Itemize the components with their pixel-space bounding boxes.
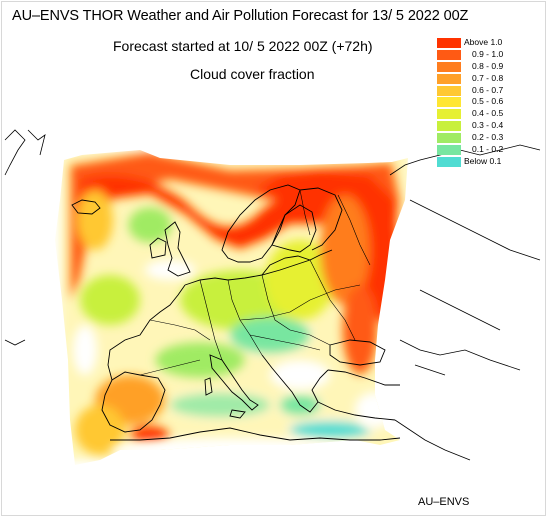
legend-label: 0.3 - 0.4 <box>472 120 504 131</box>
page-title: AU–ENVS THOR Weather and Air Pollution F… <box>12 8 469 24</box>
legend-label: 0.4 - 0.5 <box>472 108 504 119</box>
legend-item: Above 1.0 <box>437 37 545 49</box>
legend-label: Above 1.0 <box>464 37 503 47</box>
legend-swatch <box>437 133 461 144</box>
legend-item: 0.4 - 0.5 <box>437 108 545 120</box>
legend-swatch <box>437 145 461 156</box>
country-borders <box>139 189 371 376</box>
legend-label: Below 0.1 <box>464 155 502 166</box>
legend-item: 0.6 - 0.7 <box>437 85 545 97</box>
legend-label: 0.1 - 0.2 <box>472 144 504 155</box>
legend-item: 0.1 - 0.2 <box>437 144 545 156</box>
legend-swatch <box>437 49 461 60</box>
legend-swatch <box>437 38 461 48</box>
coastlines <box>71 184 401 441</box>
legend-item: 0.5 - 0.6 <box>437 96 545 108</box>
legend: Above 1.0 0.9 - 1.0 0.8 - 0.9 0.7 - 0.8 … <box>437 37 545 168</box>
legend-item: 0.3 - 0.4 <box>437 120 545 132</box>
legend-swatch <box>437 121 461 132</box>
legend-swatch <box>437 156 461 167</box>
legend-swatch <box>437 109 461 120</box>
legend-item: 0.2 - 0.3 <box>437 132 545 144</box>
legend-label: 0.8 - 0.9 <box>472 60 504 71</box>
legend-label: 0.2 - 0.3 <box>472 132 504 143</box>
legend-label: 0.6 - 0.7 <box>472 84 504 95</box>
legend-label: 0.7 - 0.8 <box>472 72 504 83</box>
legend-item: 0.7 - 0.8 <box>437 73 545 85</box>
legend-swatch <box>437 85 461 96</box>
legend-item: Below 0.1 <box>437 156 545 168</box>
legend-swatch <box>437 97 461 108</box>
legend-item: 0.8 - 0.9 <box>437 61 545 73</box>
field-name-label: Cloud cover fraction <box>190 66 315 82</box>
legend-swatch <box>437 73 461 84</box>
forecast-start-label: Forecast started at 10/ 5 2022 00Z (+72h… <box>113 38 373 54</box>
legend-item: 0.9 - 1.0 <box>437 49 545 61</box>
legend-label: 0.9 - 1.0 <box>472 48 504 59</box>
credit-label: AU–ENVS <box>418 496 470 508</box>
legend-swatch <box>437 61 461 72</box>
legend-label: 0.5 - 0.6 <box>472 96 504 107</box>
